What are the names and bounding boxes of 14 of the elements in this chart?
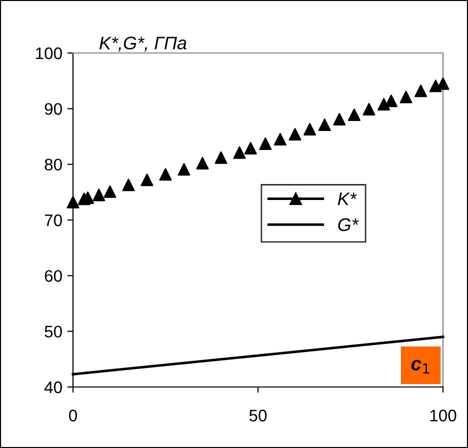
x-tick-label: 100: [430, 410, 456, 422]
y-tick-label: 40: [44, 381, 62, 394]
y-tick-label: 70: [44, 214, 62, 226]
x-tick-label: 0: [69, 410, 77, 422]
legend-label: K*: [338, 192, 357, 206]
legend-label: G*: [338, 218, 359, 232]
y-tick-label: 60: [44, 270, 62, 282]
y-tick-label: 90: [44, 103, 62, 115]
y-tick-label: 50: [44, 326, 62, 338]
y-axis-title: K*,G*, ГПа: [99, 36, 186, 52]
x-tick-label: 50: [249, 410, 267, 422]
y-tick-label: 100: [36, 47, 62, 60]
y-tick-label: 80: [44, 158, 62, 171]
annotation: c$_{1}$: [411, 360, 430, 374]
